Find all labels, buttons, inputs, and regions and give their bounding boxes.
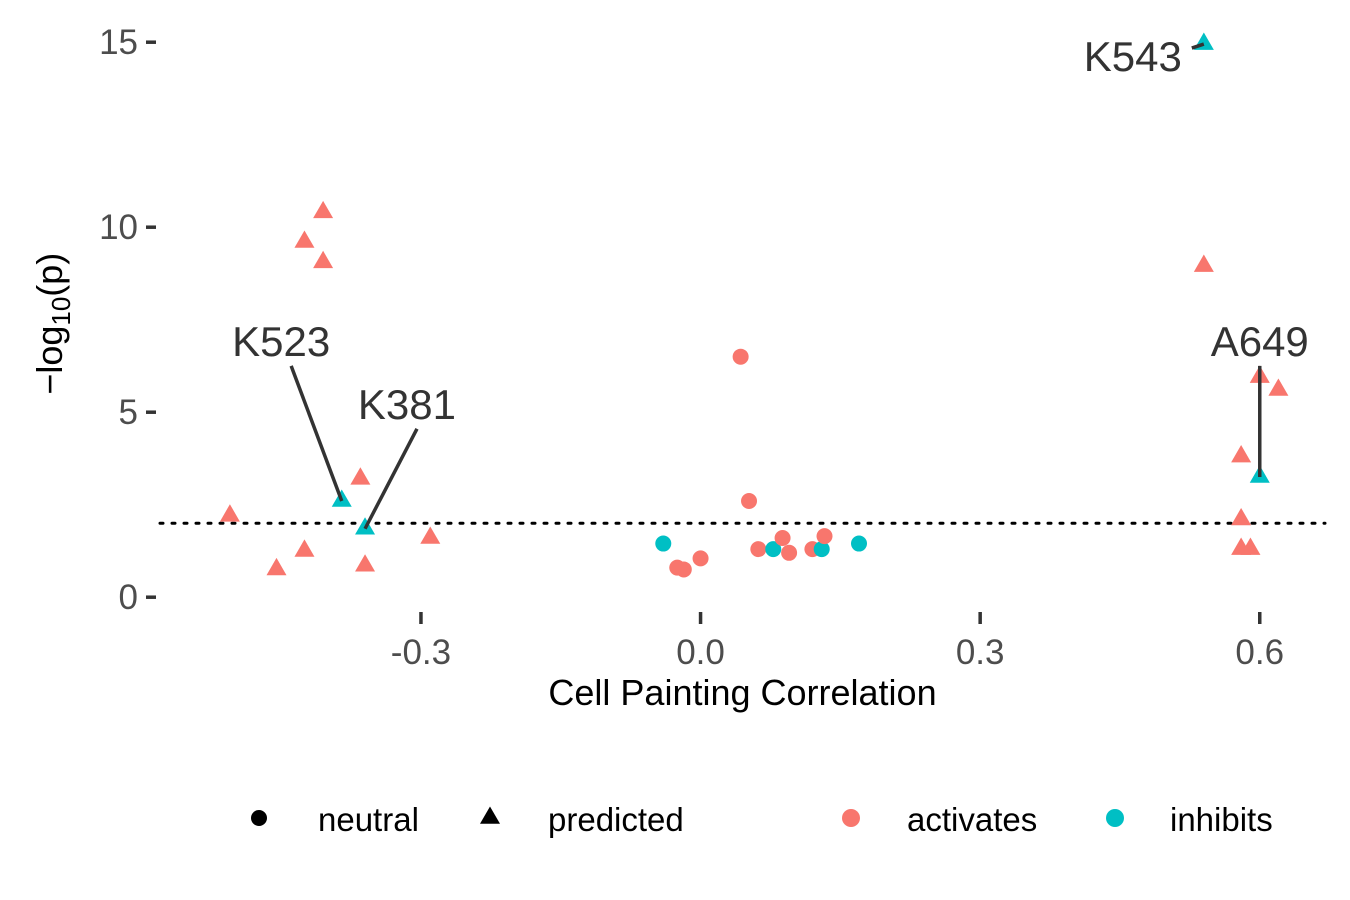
- data-point-triangle: [420, 526, 441, 544]
- data-point-triangle: [1240, 537, 1261, 555]
- legend-key-color-icon: [1106, 809, 1124, 827]
- y-axis-title: −log10(p): [29, 253, 76, 395]
- legend-label: predicted: [548, 801, 684, 838]
- data-point-circle: [692, 550, 709, 567]
- x-tick-label: 0.6: [1235, 633, 1284, 672]
- annotation-label: K381: [358, 381, 456, 428]
- plot-area: [158, 32, 1327, 578]
- legend-label: neutral: [318, 801, 419, 838]
- annotation-leader-line: [363, 427, 419, 530]
- data-point-circle: [732, 348, 749, 365]
- data-point-circle: [851, 535, 867, 552]
- annotation-label: K543: [1084, 33, 1182, 80]
- data-point-circle: [813, 541, 830, 558]
- y-tick-label: 10: [99, 208, 138, 247]
- y-axis-title-main: −log: [29, 326, 70, 395]
- x-axis-title: Cell Painting Correlation: [548, 672, 936, 713]
- data-point-triangle: [1268, 378, 1289, 396]
- legend-label: activates: [907, 801, 1037, 838]
- data-point-circle: [655, 535, 672, 552]
- annotation-label: A649: [1211, 318, 1309, 365]
- data-point-triangle: [313, 200, 334, 219]
- data-point-circle: [675, 561, 692, 578]
- annotations: K523 K381 K543 A649: [232, 33, 1309, 530]
- data-point-circle: [741, 493, 758, 509]
- y-tick-label: 5: [119, 393, 138, 432]
- axes: 0 5 10 15 -0.3 0.0 0.3 0.6 Cell Painting Correla…: [29, 23, 1284, 713]
- data-point-triangle: [350, 467, 371, 485]
- data-point-triangle: [313, 250, 334, 269]
- data-point-triangle: [294, 539, 315, 557]
- data-point-triangle: [294, 230, 315, 248]
- data-point-triangle: [219, 504, 240, 522]
- annotation-label: K523: [232, 318, 330, 365]
- y-axis-title-subscript: 10: [46, 297, 76, 326]
- y-tick-label: 15: [99, 23, 138, 62]
- data-point-circle: [750, 541, 767, 558]
- x-tick-label: 0.0: [676, 633, 725, 672]
- legend-key-predicted-icon: [480, 806, 500, 824]
- y-axis-title-tail: (p): [29, 253, 70, 297]
- data-point-triangle: [266, 557, 287, 576]
- legend-label: inhibits: [1170, 801, 1273, 838]
- data-point-triangle: [355, 554, 376, 572]
- x-tick-label: -0.3: [391, 633, 451, 672]
- legend: neutral predicted activates inhibits: [251, 801, 1273, 838]
- data-point-triangle: [1231, 507, 1252, 526]
- y-tick-label: 0: [119, 578, 138, 617]
- annotation-leader-line: [1191, 42, 1205, 50]
- data-point-circle: [765, 541, 782, 558]
- data-point-circle: [781, 544, 798, 561]
- legend-key-color-icon: [842, 809, 860, 827]
- x-tick-label: 0.3: [956, 633, 1005, 672]
- annotation-leader-line: [289, 365, 344, 502]
- data-point-circle: [816, 528, 833, 545]
- data-point-triangle: [1231, 445, 1252, 463]
- data-point-triangle: [1193, 254, 1214, 272]
- legend-key-neutral-icon: [251, 810, 267, 826]
- data-point-circle: [774, 530, 791, 546]
